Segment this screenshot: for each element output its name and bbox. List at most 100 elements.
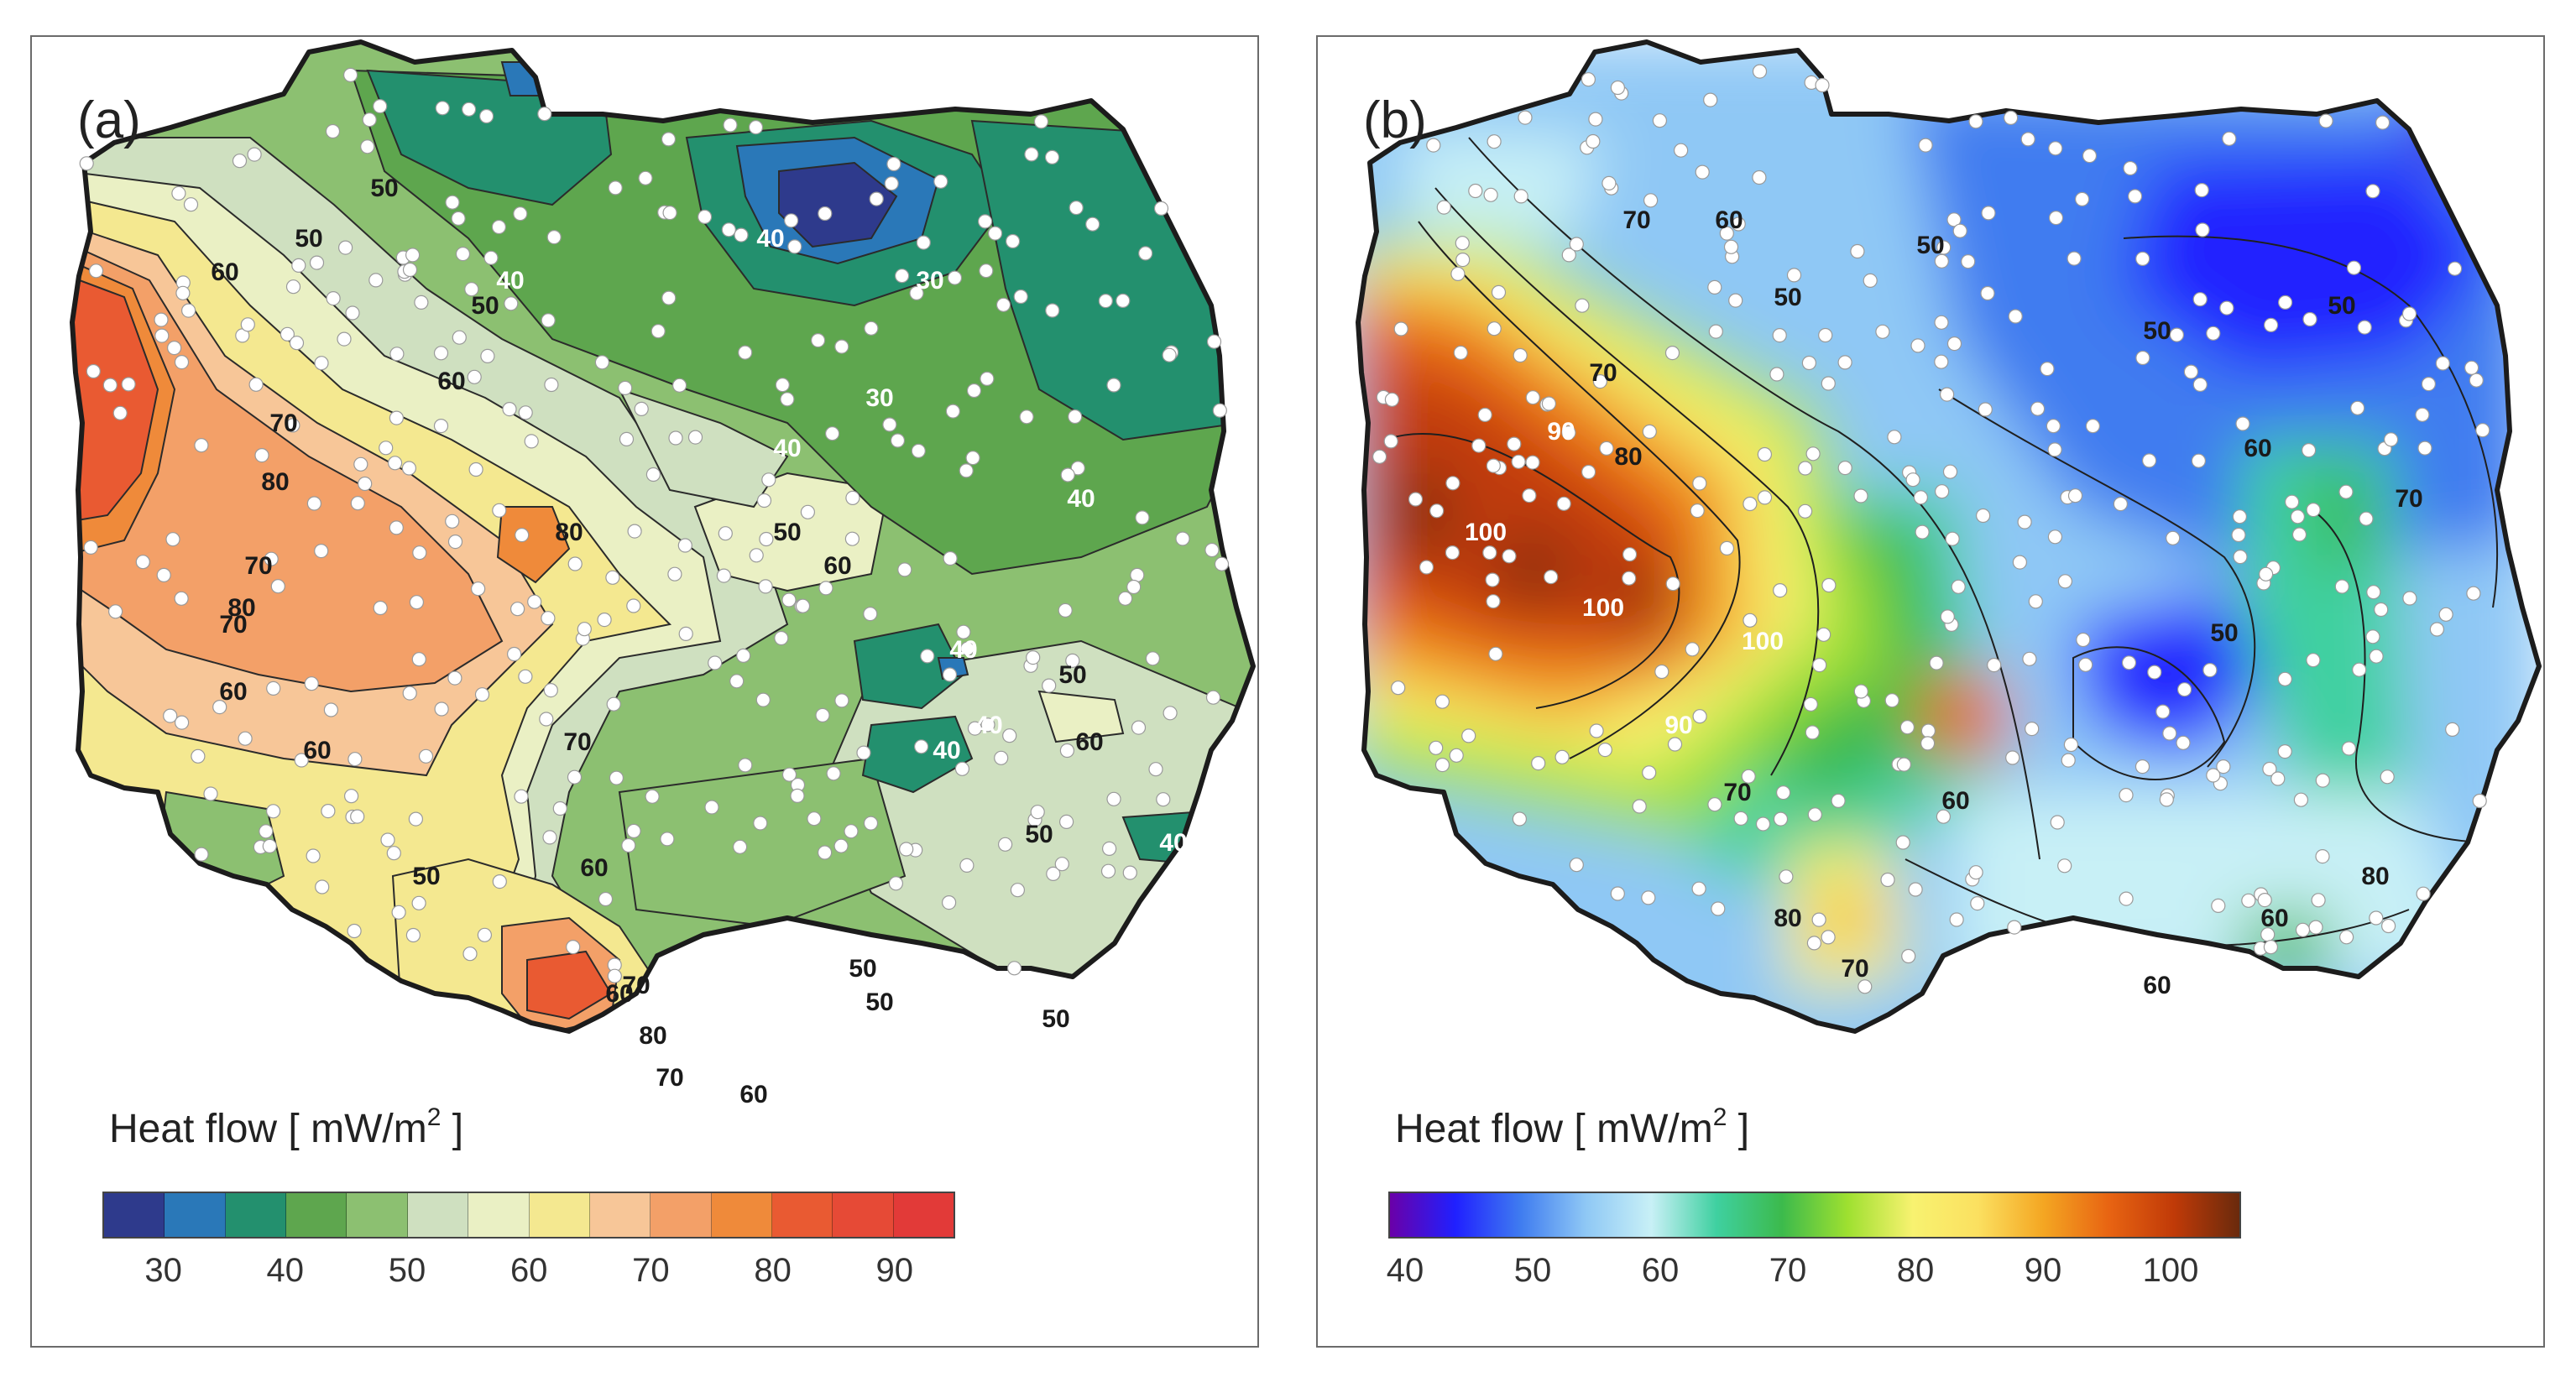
sample-point xyxy=(1482,545,1497,561)
sample-point xyxy=(461,102,477,117)
sample-point xyxy=(174,355,190,370)
sample-point xyxy=(1581,464,1596,480)
sample-point xyxy=(1541,396,1556,411)
sample-point xyxy=(154,328,170,343)
sample-point xyxy=(1667,737,1683,752)
colorbar-b-tick: 40 xyxy=(1386,1252,1424,1289)
sample-point xyxy=(943,550,958,566)
contour-label: 50 xyxy=(2143,317,2171,345)
sample-point xyxy=(844,824,859,839)
sample-point xyxy=(833,838,849,853)
sample-point xyxy=(761,472,776,488)
sample-point xyxy=(1393,321,1408,336)
sample-point xyxy=(758,579,773,594)
sample-point xyxy=(405,248,421,263)
sample-point xyxy=(1117,591,1133,606)
sample-point xyxy=(389,520,404,535)
contour-label: 40 xyxy=(773,435,801,462)
sample-point xyxy=(1807,807,1822,822)
sample-point xyxy=(1934,315,1949,330)
sample-point xyxy=(350,496,365,511)
sample-point xyxy=(1719,540,1734,556)
sample-point xyxy=(88,263,104,279)
sample-point xyxy=(1586,133,1601,149)
sample-point xyxy=(942,667,958,682)
sample-point xyxy=(626,823,641,839)
sample-point xyxy=(1486,594,1501,609)
sample-point xyxy=(468,462,483,477)
sample-point xyxy=(1821,577,1837,593)
sample-point xyxy=(181,303,196,318)
sample-point xyxy=(1455,253,1471,268)
sample-point xyxy=(781,767,797,782)
colorbar-a-segment xyxy=(529,1193,590,1237)
sample-point xyxy=(1525,455,1540,470)
sample-point xyxy=(1569,237,1584,252)
sample-point xyxy=(2369,910,2384,926)
contour-label: 60 xyxy=(437,368,465,395)
sample-point xyxy=(1592,374,1607,389)
sample-point xyxy=(1812,657,1827,673)
sample-point xyxy=(2195,222,2210,237)
sample-point xyxy=(1531,755,1546,771)
sample-point xyxy=(402,686,417,701)
sample-point xyxy=(1060,467,1075,482)
sample-point xyxy=(1589,723,1604,738)
sample-point xyxy=(1934,354,1949,369)
contour-label: 40 xyxy=(496,267,524,295)
sample-point xyxy=(1135,510,1150,525)
sample-point xyxy=(2047,442,2062,457)
sample-point xyxy=(1772,328,1787,343)
contour-label: 50 xyxy=(865,988,893,1016)
sample-point xyxy=(492,503,507,518)
sample-point xyxy=(1978,402,1993,417)
sample-point xyxy=(524,434,539,449)
contour-label: 80 xyxy=(639,1022,666,1050)
sample-point xyxy=(2127,189,2143,204)
sample-point xyxy=(2141,453,2157,468)
sample-point xyxy=(1204,542,1220,558)
sample-point xyxy=(2176,735,2191,750)
sample-point xyxy=(687,430,703,445)
sample-point xyxy=(2074,191,2090,206)
sample-point xyxy=(609,770,624,785)
sample-point xyxy=(1951,579,1966,594)
sample-point xyxy=(1961,254,1976,269)
sample-point xyxy=(941,894,957,910)
sample-point xyxy=(1707,279,1722,295)
sample-point xyxy=(1429,740,1444,755)
sample-point xyxy=(2383,432,2399,447)
sample-point xyxy=(2067,251,2082,266)
sample-point xyxy=(2192,377,2208,392)
sample-point xyxy=(2012,555,2028,570)
sample-point xyxy=(1641,890,1656,905)
sample-point xyxy=(1599,441,1614,456)
sample-point xyxy=(1723,239,1739,254)
sample-point xyxy=(1575,298,1590,313)
sample-point xyxy=(1743,496,1758,512)
sample-point xyxy=(945,404,961,419)
sample-point xyxy=(514,789,529,804)
colorbar-a-tick: 50 xyxy=(388,1252,426,1289)
sample-point xyxy=(2192,292,2208,307)
sample-point xyxy=(1863,273,1878,288)
sample-point xyxy=(1525,390,1540,405)
sample-point xyxy=(2025,721,2040,737)
sample-point xyxy=(2191,453,2207,468)
sample-point xyxy=(775,378,790,393)
sample-point xyxy=(660,832,675,847)
sample-point xyxy=(2257,892,2272,908)
sample-point xyxy=(1488,646,1503,661)
sample-point xyxy=(894,269,910,284)
sample-point xyxy=(323,702,338,717)
sample-point xyxy=(678,626,693,642)
contour-label: 40 xyxy=(974,712,1002,739)
sample-point xyxy=(2263,940,2279,955)
sample-point xyxy=(1946,212,1962,227)
sample-point xyxy=(2078,657,2093,672)
sample-point xyxy=(995,297,1011,312)
sample-point xyxy=(368,273,384,288)
sample-point xyxy=(285,418,300,433)
contour-label: 60 xyxy=(2260,905,2288,932)
contour-label: 90 xyxy=(1547,418,1575,446)
